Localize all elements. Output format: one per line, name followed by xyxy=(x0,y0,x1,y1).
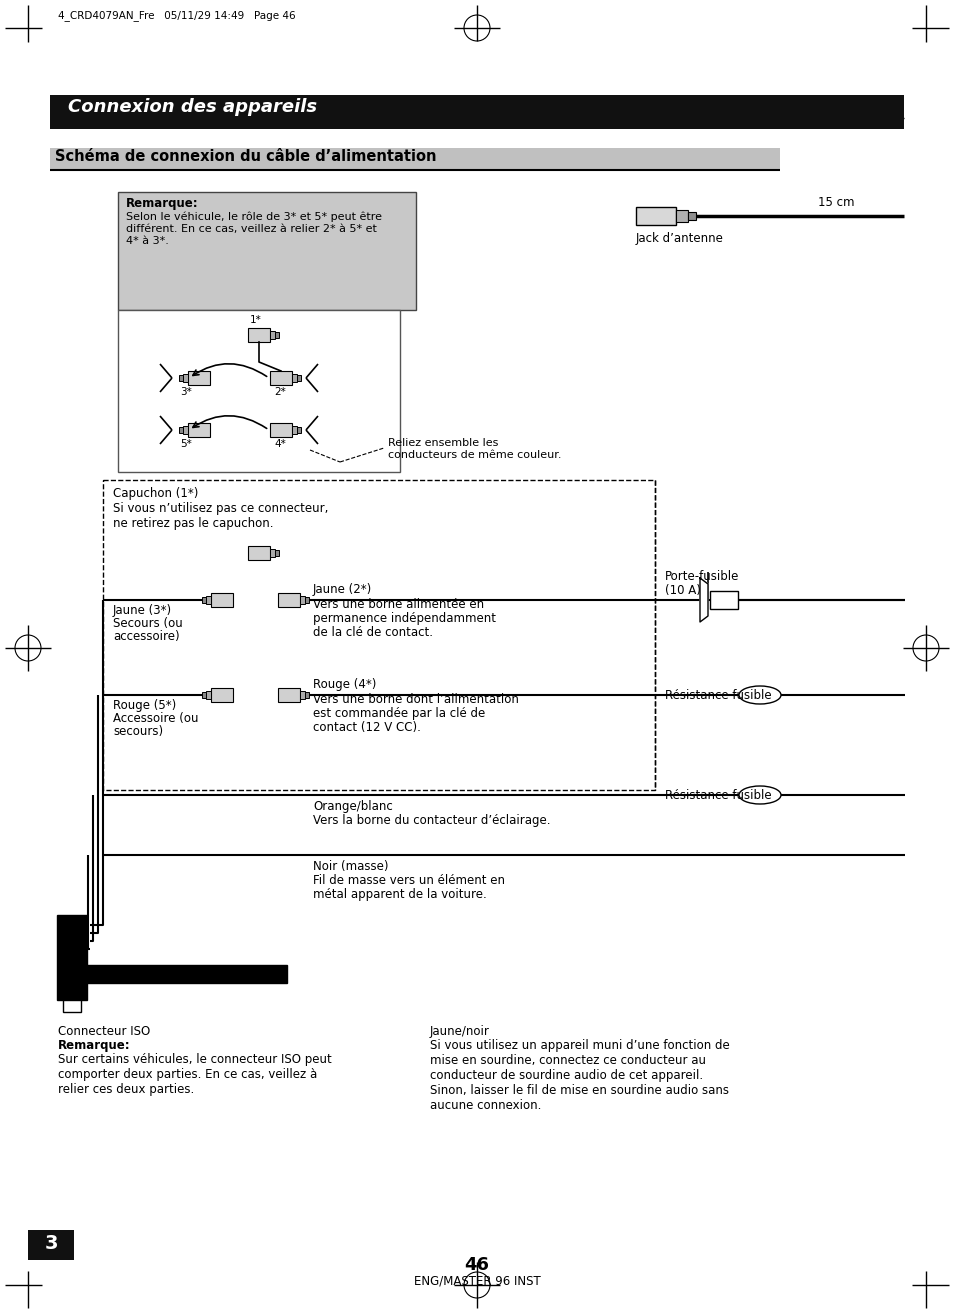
Text: Noir (masse): Noir (masse) xyxy=(313,860,388,873)
Text: Résistance fusible: Résistance fusible xyxy=(664,789,771,802)
Bar xyxy=(299,691,305,699)
Bar xyxy=(87,965,287,983)
Text: Vers une borne dont l’alimentation: Vers une borne dont l’alimentation xyxy=(313,693,518,706)
Bar xyxy=(292,425,296,435)
Bar xyxy=(676,210,687,222)
Text: Jaune (3*): Jaune (3*) xyxy=(112,604,172,617)
Text: Remarque:: Remarque: xyxy=(58,1039,131,1052)
Text: métal apparent de la voiture.: métal apparent de la voiture. xyxy=(313,888,486,901)
Text: Capuchon (1*): Capuchon (1*) xyxy=(112,487,198,500)
Bar xyxy=(202,692,206,699)
Text: Rouge (5*): Rouge (5*) xyxy=(112,699,176,712)
Bar xyxy=(270,549,274,557)
Text: 3*: 3* xyxy=(180,387,192,397)
Text: 46: 46 xyxy=(464,1257,489,1274)
Text: 4*: 4* xyxy=(274,439,286,449)
Text: Jack d’antenne: Jack d’antenne xyxy=(636,232,723,246)
Bar xyxy=(103,481,655,790)
Bar xyxy=(188,423,210,437)
Bar xyxy=(118,192,416,310)
Bar xyxy=(636,207,676,225)
Polygon shape xyxy=(700,578,707,622)
Bar xyxy=(50,95,903,129)
Text: Jaune (2*): Jaune (2*) xyxy=(313,583,372,596)
Bar xyxy=(277,593,299,607)
Bar xyxy=(206,596,211,604)
Bar xyxy=(248,546,270,561)
Text: contact (12 V CC).: contact (12 V CC). xyxy=(313,721,420,734)
Text: Connecteur ISO: Connecteur ISO xyxy=(58,1025,150,1039)
Text: Fil de masse vers un élément en: Fil de masse vers un élément en xyxy=(313,874,504,888)
Ellipse shape xyxy=(739,685,781,704)
Bar xyxy=(270,372,292,385)
Bar xyxy=(211,688,233,702)
Bar xyxy=(179,427,183,433)
Bar xyxy=(305,597,309,603)
Text: Sur certains véhicules, le connecteur ISO peut
comporter deux parties. En ce cas: Sur certains véhicules, le connecteur IS… xyxy=(58,1053,332,1096)
Bar xyxy=(274,550,278,555)
Text: Remarque:: Remarque: xyxy=(126,197,198,210)
Text: 15 cm: 15 cm xyxy=(817,196,854,209)
Text: Reliez ensemble les
conducteurs de même couleur.: Reliez ensemble les conducteurs de même … xyxy=(388,439,561,460)
Text: 2*: 2* xyxy=(274,387,286,397)
Text: Si vous utilisez un appareil muni d’une fonction de
mise en sourdine, connectez : Si vous utilisez un appareil muni d’une … xyxy=(430,1039,729,1112)
Text: Porte-fusible: Porte-fusible xyxy=(664,570,739,583)
Text: Orange/blanc: Orange/blanc xyxy=(313,800,393,813)
Bar xyxy=(206,691,211,699)
Text: accessoire): accessoire) xyxy=(112,630,179,643)
Text: permanence indépendamment: permanence indépendamment xyxy=(313,612,496,625)
Bar xyxy=(274,332,278,337)
Text: 5*: 5* xyxy=(180,439,192,449)
Bar xyxy=(296,427,301,433)
Text: Si vous n’utilisez pas ce connecteur,
ne retirez pas le capuchon.: Si vous n’utilisez pas ce connecteur, ne… xyxy=(112,502,328,530)
Ellipse shape xyxy=(739,786,781,804)
Bar xyxy=(270,331,274,339)
Bar xyxy=(183,374,188,382)
Text: Selon le véhicule, le rôle de 3* et 5* peut être
différent. En ce cas, veillez à: Selon le véhicule, le rôle de 3* et 5* p… xyxy=(126,211,381,246)
Bar xyxy=(270,423,292,437)
Text: ENG/MASTER 96 INST: ENG/MASTER 96 INST xyxy=(414,1274,539,1287)
Bar xyxy=(28,1230,74,1260)
Text: Résistance fusible: Résistance fusible xyxy=(664,689,771,702)
Text: de la clé de contact.: de la clé de contact. xyxy=(313,626,433,639)
Bar xyxy=(292,374,296,382)
Bar xyxy=(305,692,309,699)
Bar xyxy=(188,372,210,385)
Bar xyxy=(57,915,87,1001)
Text: secours): secours) xyxy=(112,725,163,738)
Bar xyxy=(118,310,399,471)
Text: Connexion des appareils: Connexion des appareils xyxy=(68,98,316,116)
Text: Vers une borne alimentée en: Vers une borne alimentée en xyxy=(313,597,483,611)
Bar xyxy=(296,376,301,381)
Text: Vers la borne du contacteur d’éclairage.: Vers la borne du contacteur d’éclairage. xyxy=(313,814,550,827)
Bar xyxy=(687,211,696,221)
Text: Accessoire (ou: Accessoire (ou xyxy=(112,712,198,725)
Text: Schéma de connexion du câble d’alimentation: Schéma de connexion du câble d’alimentat… xyxy=(55,148,436,164)
Text: 1*: 1* xyxy=(250,315,261,326)
Bar xyxy=(183,425,188,435)
Bar xyxy=(211,593,233,607)
Text: Secours (ou: Secours (ou xyxy=(112,617,183,630)
Bar xyxy=(63,1001,81,1012)
Text: Rouge (4*): Rouge (4*) xyxy=(313,678,376,691)
Bar xyxy=(248,328,270,341)
Text: 4_CRD4079AN_Fre   05/11/29 14:49   Page 46: 4_CRD4079AN_Fre 05/11/29 14:49 Page 46 xyxy=(58,11,295,21)
Text: 3: 3 xyxy=(44,1234,58,1253)
Text: (10 A): (10 A) xyxy=(664,584,700,597)
Bar xyxy=(179,376,183,381)
Bar xyxy=(50,148,780,169)
Text: Jaune/noir: Jaune/noir xyxy=(430,1025,489,1039)
Bar xyxy=(299,596,305,604)
Bar xyxy=(277,688,299,702)
Bar xyxy=(709,591,738,609)
Bar xyxy=(202,597,206,603)
Text: est commandée par la clé de: est commandée par la clé de xyxy=(313,706,485,720)
